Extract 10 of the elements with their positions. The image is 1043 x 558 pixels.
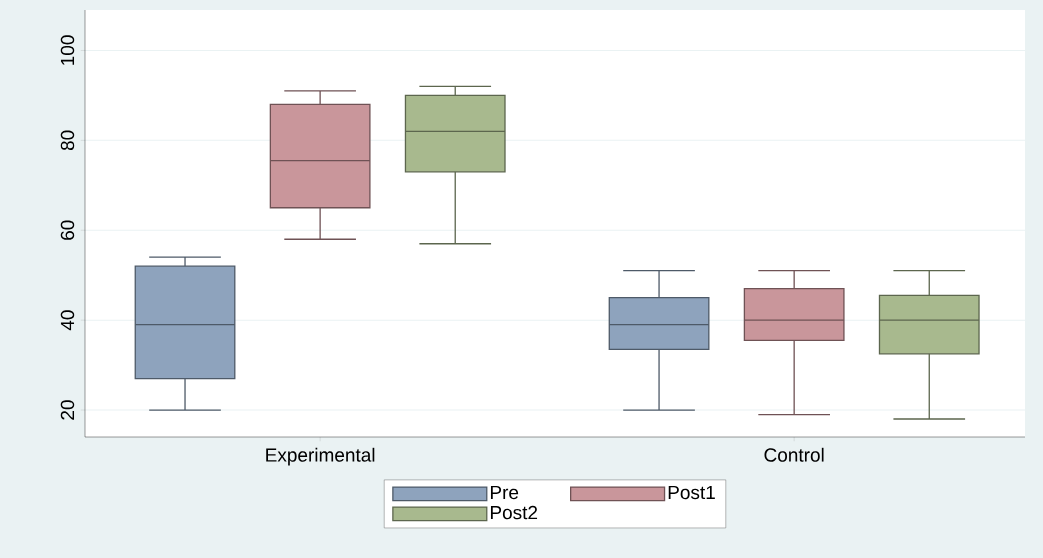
y-tick-label: 40 [60, 310, 75, 331]
legend-label: Pre [490, 485, 519, 500]
y-tick-label: 20 [60, 400, 75, 420]
y-tick-label: 80 [60, 130, 75, 151]
legend-label: Post2 [490, 505, 538, 520]
y-tick-label: 100 [60, 35, 75, 65]
y-tick-label: 60 [60, 220, 75, 240]
x-tick-label: Control [764, 447, 824, 462]
legend-label: Post1 [668, 485, 715, 500]
x-tick-label: Experimental [266, 447, 375, 466]
